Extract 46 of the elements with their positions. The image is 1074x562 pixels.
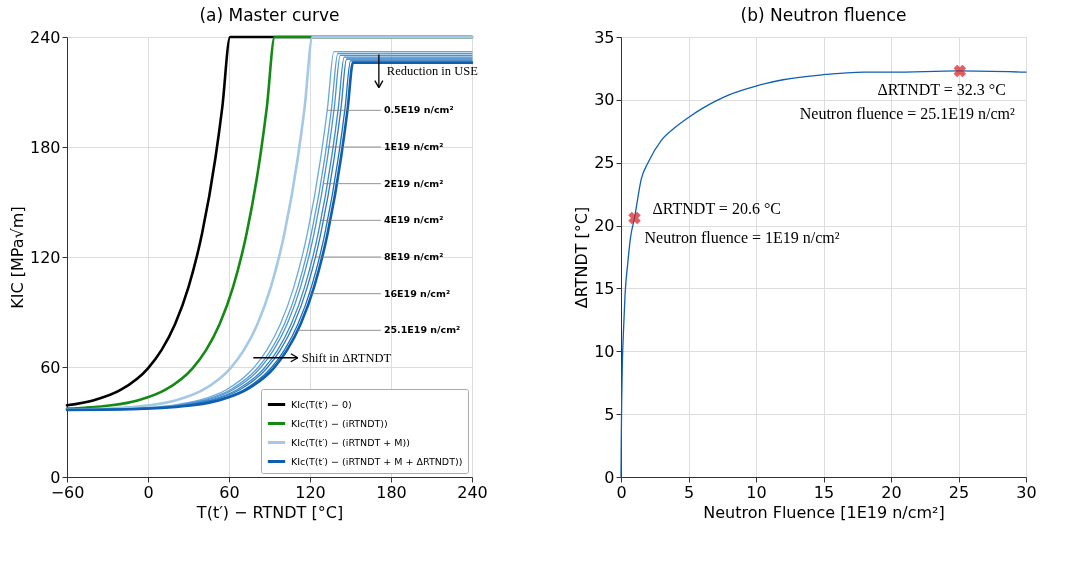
x-tick-label: 20: [881, 482, 902, 502]
annotation: Reduction in USE: [386, 64, 479, 79]
y-tick-label: 10: [594, 341, 615, 361]
y-tick-label: 20: [594, 216, 615, 236]
legend-label: KIc(T(t′) − (iRTNDT + M + ΔRTNDT)): [291, 455, 463, 467]
x-tick-label: 180: [376, 482, 407, 502]
legend-label: KIc(T(t′) − 0): [291, 398, 352, 410]
y-tick-label: 0: [604, 467, 615, 487]
y-tick-label: 35: [594, 27, 615, 47]
annotation: ΔRTNDT = 20.6 °C: [652, 200, 781, 218]
x-tick-label: 60: [219, 482, 240, 502]
annotation: 16E19 n/cm²: [383, 287, 451, 299]
annotation: 1E19 n/cm²: [383, 141, 444, 152]
annotation: 25.1E19 n/cm²: [383, 324, 461, 336]
annotation: Shift in ΔRTNDT: [301, 350, 392, 365]
y-tick-label: 240: [29, 27, 61, 47]
x-tick-label: 30: [1016, 482, 1037, 502]
x-axis-title: T(t′) − RTNDT [°C]: [195, 502, 344, 522]
y-tick-label: 5: [604, 404, 615, 424]
y-tick-label: 60: [40, 357, 61, 377]
annotation: 0.5E19 n/cm²: [383, 104, 454, 116]
annotation: 2E19 n/cm²: [383, 177, 444, 189]
annotation: Neutron fluence = 1E19 n/cm²: [644, 229, 840, 247]
y-tick-label: 30: [594, 90, 615, 110]
legend-label: KIc(T(t′) − (iRTNDT)): [291, 417, 388, 429]
annotation: Neutron fluence = 25.1E19 n/cm²: [799, 104, 1016, 122]
x-axis-title: Neutron Fluence [1E19 n/cm²]: [703, 502, 945, 522]
y-axis-title: ΔRTNDT [°C]: [572, 206, 592, 309]
y-tick-label: 180: [29, 137, 61, 157]
x-tick-label: 15: [813, 482, 835, 502]
annotation: 4E19 n/cm²: [383, 214, 444, 226]
chart-title: (b) Neutron fluence: [740, 5, 907, 25]
x-tick-label: 10: [746, 482, 767, 502]
annotation: 8E19 n/cm²: [383, 251, 444, 262]
y-tick-label: 120: [29, 247, 61, 267]
x-tick-label: 240: [457, 482, 488, 502]
annotation: ΔRTNDT = 32.3 °C: [877, 80, 1006, 98]
x-tick-label: 120: [295, 482, 326, 502]
chart-title: (a) Master curve: [199, 5, 340, 25]
x-tick-label: 0: [143, 482, 154, 502]
x-tick-label: 25: [948, 482, 970, 502]
y-tick-label: 15: [594, 278, 615, 298]
y-axis-title: KIC [MPa√m]: [7, 206, 27, 309]
x-tick-label: 5: [683, 482, 695, 502]
legend-label: KIc(T(t′) − (iRTNDT + M)): [291, 436, 410, 448]
y-tick-label: 25: [594, 153, 615, 173]
